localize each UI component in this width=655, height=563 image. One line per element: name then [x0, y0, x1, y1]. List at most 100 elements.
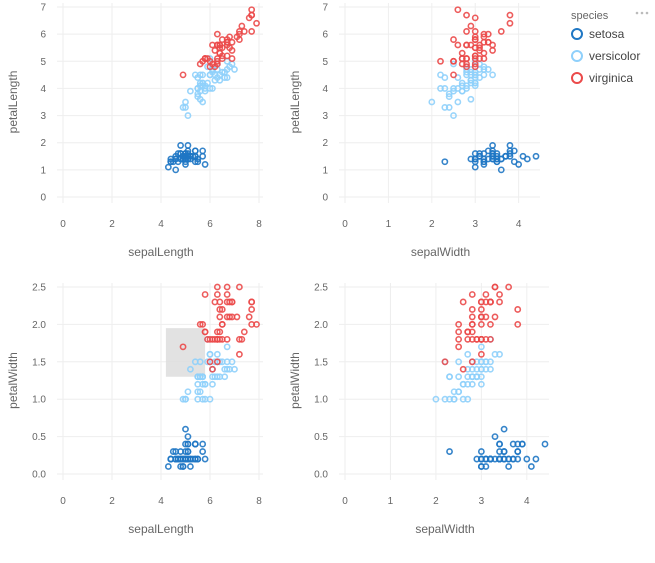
data-point-versicolor — [468, 373, 476, 381]
data-point-versicolor — [201, 87, 209, 95]
data-point-virginica — [228, 55, 236, 62]
data-point-virginica — [226, 298, 233, 306]
data-point-setosa — [509, 455, 517, 463]
data-point-virginica — [441, 358, 449, 366]
data-point-setosa — [194, 155, 202, 163]
data-point-setosa — [191, 147, 199, 155]
data-point-virginica — [218, 306, 226, 313]
y-tick-label: 0.0 — [314, 470, 328, 481]
data-point-setosa — [182, 425, 189, 433]
data-point-versicolor — [201, 380, 209, 388]
data-point-virginica — [471, 36, 479, 43]
data-point-virginica — [471, 28, 479, 35]
scatter-panel-3[interactable]: 0 2 4 6 8 0.0 0.5 1.0 1.5 2.0 2.5 sepalLength petalW… — [6, 283, 263, 537]
data-point-virginica — [228, 313, 236, 321]
data-point-versicolor — [437, 85, 444, 92]
data-point-setosa — [182, 155, 189, 163]
data-point-virginica — [463, 41, 470, 49]
data-point-virginica — [196, 60, 204, 68]
data-point-virginica — [458, 55, 466, 62]
y-tick-label: 0 — [322, 193, 328, 204]
data-point-setosa — [182, 440, 189, 448]
data-point-setosa — [510, 158, 518, 166]
data-point-versicolor — [182, 395, 189, 403]
data-point-setosa — [506, 142, 514, 149]
data-point-versicolor — [223, 66, 231, 73]
data-point-virginica — [201, 55, 209, 62]
data-point-virginica — [211, 298, 219, 306]
data-point-setosa — [174, 150, 182, 157]
data-point-virginica — [450, 57, 457, 65]
series-virginica — [179, 283, 260, 373]
data-point-virginica — [248, 298, 256, 306]
x-tick-label: 0 — [342, 219, 348, 230]
data-point-virginica — [248, 11, 256, 19]
data-point-virginica — [514, 320, 522, 328]
data-point-versicolor — [213, 373, 221, 381]
y-tick-label: 3 — [322, 111, 328, 122]
x-tick-label: 3 — [472, 219, 478, 230]
data-point-virginica — [216, 335, 224, 343]
data-point-virginica — [514, 306, 522, 313]
data-point-versicolor — [454, 85, 462, 92]
data-point-setosa — [164, 463, 172, 470]
scatter-panel-4[interactable]: 0 1 2 3 4 0.0 0.5 1.0 1.5 2.0 2.5 sepalWidth petalWi… — [288, 283, 549, 537]
data-point-virginica — [506, 11, 514, 19]
data-point-versicolor — [182, 104, 189, 111]
scatter-panel-1[interactable]: 0 2 4 6 8 0 1 2 3 4 5 6 7 sepalLength petalLength — [6, 3, 263, 260]
data-point-versicolor — [445, 104, 453, 111]
brush-selection[interactable] — [165, 328, 206, 377]
data-point-virginica — [218, 320, 226, 328]
data-point-setosa — [500, 425, 508, 433]
x-tick-label: 2 — [109, 496, 115, 507]
data-point-virginica — [223, 38, 231, 46]
data-point-versicolor — [467, 95, 475, 103]
data-point-versicolor — [477, 343, 485, 351]
data-point-virginica — [487, 298, 494, 306]
data-point-virginica — [468, 306, 476, 313]
data-point-virginica — [476, 44, 483, 52]
data-point-virginica — [467, 22, 475, 30]
series-versicolor — [432, 335, 503, 403]
data-point-versicolor — [199, 98, 207, 106]
scatter-panel-2[interactable]: 0 1 2 3 4 0 1 2 3 4 5 6 7 sepalWidth petalLength — [288, 3, 540, 260]
data-point-virginica — [179, 343, 187, 351]
data-point-versicolor — [428, 98, 436, 106]
data-point-versicolor — [186, 87, 194, 95]
data-point-virginica — [216, 328, 224, 336]
data-point-setosa — [172, 155, 180, 163]
data-point-virginica — [253, 320, 260, 328]
data-point-virginica — [458, 49, 466, 57]
x-tick-label: 6 — [207, 496, 213, 507]
series-setosa — [441, 142, 540, 174]
data-point-setosa — [182, 455, 189, 463]
legend-swatch-versicolor — [571, 50, 583, 62]
data-point-versicolor — [223, 365, 231, 373]
series-virginica — [437, 6, 514, 79]
data-point-virginica — [477, 350, 485, 358]
legend-item-setosa[interactable]: setosa — [571, 27, 625, 41]
legend[interactable]: species setosa versicolor virginica — [571, 10, 649, 85]
data-point-versicolor — [455, 358, 463, 366]
data-point-setosa — [493, 158, 501, 166]
y-tick-label: 1 — [40, 165, 46, 176]
legend-item-virginica[interactable]: virginica — [571, 71, 633, 85]
y-axis-title: petalLength — [288, 71, 302, 134]
y-tick-label: 0.5 — [32, 432, 46, 443]
data-point-versicolor — [455, 373, 463, 381]
data-point-setosa — [184, 150, 192, 157]
data-point-virginica — [218, 52, 226, 60]
series-setosa — [446, 425, 549, 470]
y-tick-label: 4 — [322, 84, 328, 95]
data-point-setosa — [480, 155, 488, 163]
legend-item-versicolor[interactable]: versicolor — [571, 49, 640, 63]
legend-menu-icon[interactable] — [635, 11, 649, 15]
legend-label-setosa: setosa — [589, 27, 625, 41]
data-point-virginica — [464, 328, 472, 336]
y-tick-label: 1.0 — [314, 395, 328, 406]
data-point-setosa — [491, 433, 499, 440]
data-point-virginica — [459, 298, 467, 306]
data-point-virginica — [245, 313, 253, 321]
data-point-virginica — [238, 335, 246, 343]
